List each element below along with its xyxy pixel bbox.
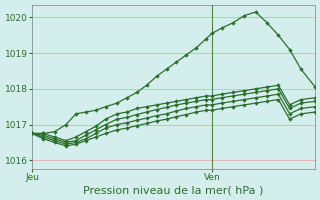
X-axis label: Pression niveau de la mer( hPa ): Pression niveau de la mer( hPa ) [84,185,264,195]
